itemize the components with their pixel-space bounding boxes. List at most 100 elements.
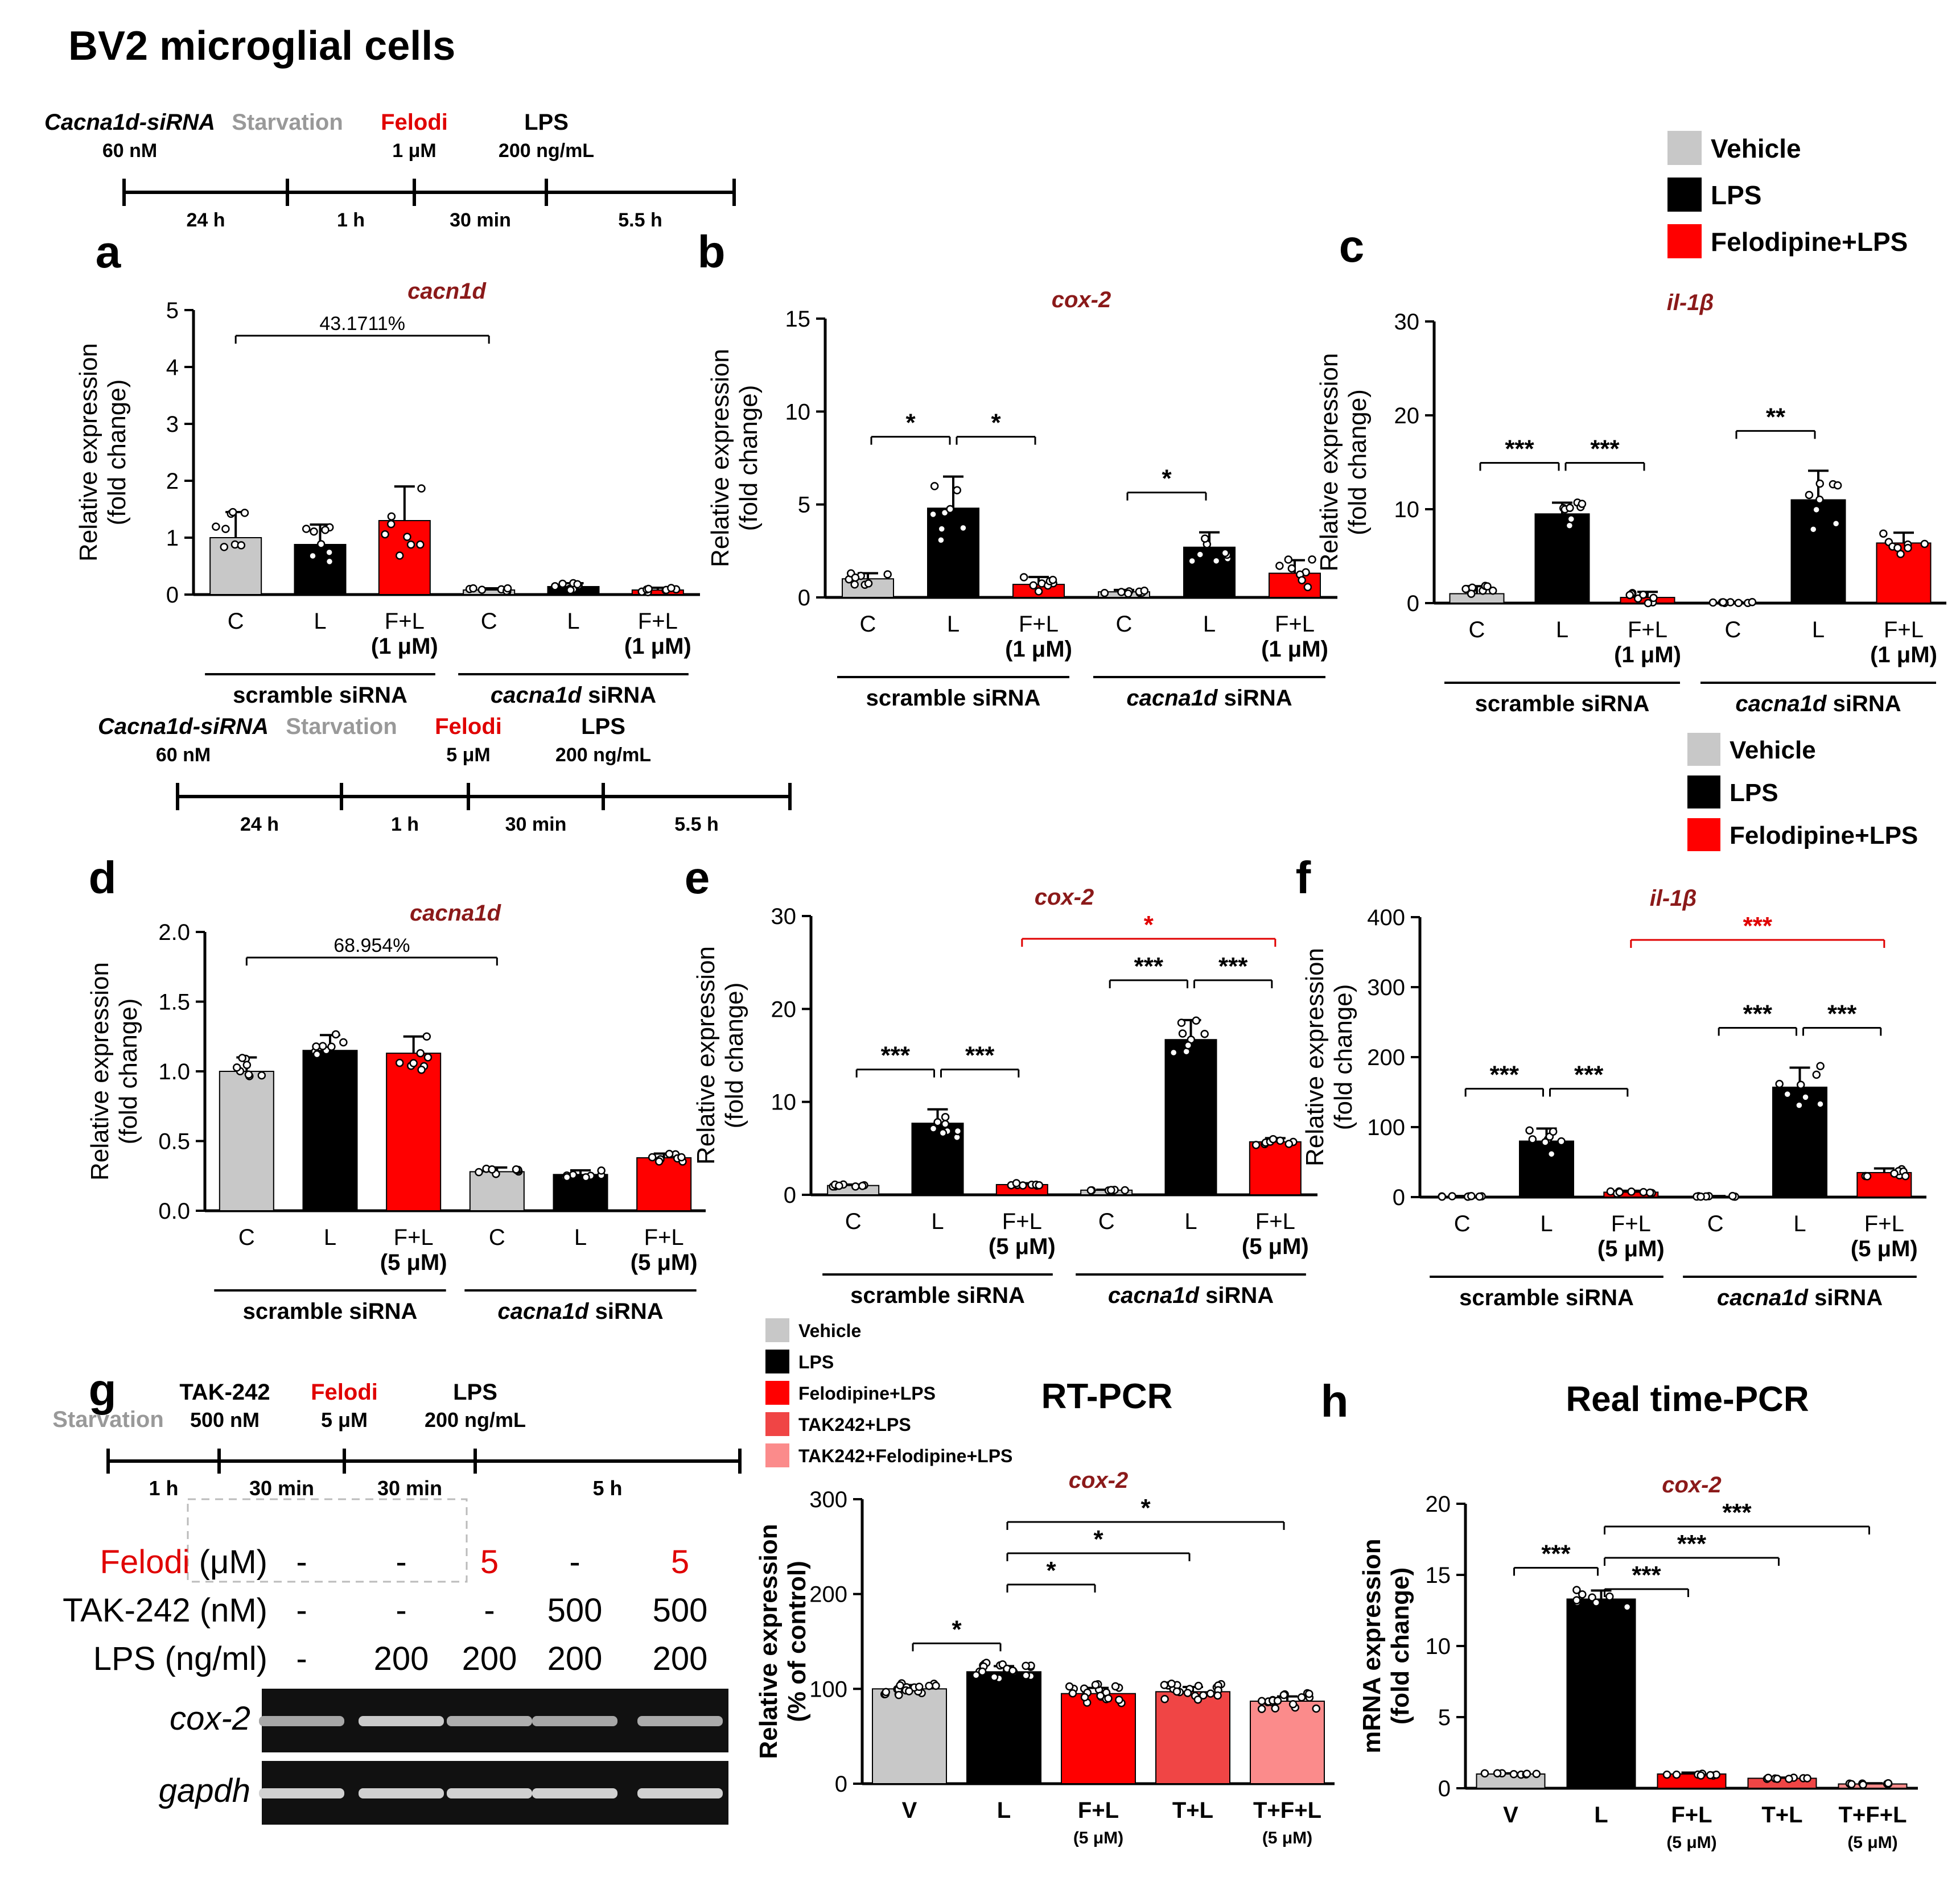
data-point (1019, 1181, 1027, 1190)
group-label: cacna1d siRNA (1735, 691, 1901, 716)
y-axis-label: (fold change) (114, 999, 142, 1145)
significance-label: *** (1722, 1499, 1752, 1527)
data-point (895, 1690, 903, 1699)
timeline-interval: 24 h (240, 814, 279, 835)
panel-letter: a (96, 226, 121, 277)
category-label: V (1503, 1802, 1518, 1828)
y-tick-label: 0 (798, 585, 810, 610)
significance-label: *** (1505, 435, 1534, 463)
y-axis-label: (fold change) (1344, 389, 1372, 535)
category-label: C (228, 609, 244, 634)
data-point (1565, 521, 1574, 530)
data-point (1796, 1080, 1805, 1090)
data-point (312, 1050, 322, 1059)
category-label: F+L (1611, 1211, 1651, 1236)
data-point (1257, 1705, 1266, 1713)
data-point (946, 505, 954, 514)
timeline-step-sub: 5 μM (321, 1408, 368, 1432)
y-tick-label: 2.0 (158, 920, 190, 945)
data-point (1557, 1137, 1566, 1146)
data-point (310, 527, 318, 536)
data-point (1812, 1070, 1821, 1079)
data-point (1065, 1682, 1074, 1691)
gel-band (637, 1716, 723, 1726)
data-point (1805, 490, 1814, 500)
significance-label: * (1140, 1494, 1151, 1522)
data-point (1279, 1690, 1288, 1699)
timeline-interval: 30 min (249, 1476, 314, 1500)
group-label: scramble siRNA (233, 683, 407, 708)
data-point (883, 570, 892, 579)
gel-value: 200 (547, 1640, 603, 1677)
panel-letter: g (89, 1364, 117, 1415)
timeline-step-name: Cacna1d-siRNA (44, 110, 215, 135)
y-tick-label: 300 (809, 1487, 847, 1512)
data-point (1785, 1775, 1793, 1783)
y-axis-label: Relative expression (692, 946, 720, 1165)
chart-h: cox-2 0 5 10 15 20 mRNA expression (fold change… (1358, 1472, 1918, 1852)
bar (386, 1053, 442, 1212)
data-point (1284, 1140, 1294, 1148)
chart-c: il-1β 0 10 20 30 Relative expression (fold cha… (1315, 290, 1946, 716)
y-tick-label: 30 (1394, 310, 1420, 335)
data-point (1475, 1192, 1484, 1201)
data-point (228, 508, 237, 517)
gel-band-label: gapdh (159, 1772, 250, 1809)
category-sublabel: (5 μM) (1847, 1833, 1897, 1852)
y-tick-label: 20 (1394, 403, 1420, 428)
category-label: F+L (1002, 1209, 1042, 1234)
data-point (1029, 581, 1038, 590)
data-point (1831, 519, 1840, 528)
data-point (851, 574, 860, 582)
timeline-step-sub: 200 ng/mL (499, 140, 594, 162)
dashed-box (187, 1498, 468, 1583)
data-point (1728, 1191, 1737, 1201)
y-axis-label: Relative expression (75, 343, 102, 562)
data-point (1719, 598, 1727, 607)
data-point (257, 1071, 266, 1080)
data-point (858, 1182, 867, 1190)
data-point (978, 1667, 987, 1676)
chart-title: cox-2 (1069, 1468, 1129, 1493)
data-point (512, 1165, 521, 1174)
data-point (475, 1168, 483, 1177)
category-label: L (931, 1209, 944, 1234)
data-point (1697, 1771, 1705, 1780)
y-tick-label: 15 (1426, 1563, 1451, 1588)
gel-band (259, 1788, 344, 1798)
chart-title: cacn1d (407, 279, 487, 304)
chart-title: il-1β (1667, 290, 1714, 315)
data-point (1312, 1704, 1320, 1713)
timeline-interval: 30 min (505, 814, 567, 835)
y-tick-label: 0 (1407, 591, 1419, 616)
y-tick-label: 2 (166, 469, 179, 494)
data-point (1833, 481, 1842, 490)
data-point (395, 1058, 404, 1067)
category-label: F+L (1864, 1211, 1904, 1236)
data-point (1297, 1693, 1306, 1702)
timeline-step-name: LPS (453, 1380, 497, 1405)
data-point (423, 1053, 433, 1062)
chart-title: cox-2 (1035, 885, 1094, 910)
chart-a: cacn1d 0 1 2 3 4 5 Relative expression (fold cha… (75, 279, 700, 708)
data-point (937, 525, 946, 533)
y-axis-label: Relative expression (1301, 948, 1329, 1166)
gel-row-label: TAK-242 (nM) (63, 1592, 267, 1629)
data-point (1572, 1586, 1581, 1594)
data-point (1068, 1689, 1077, 1698)
data-point (644, 584, 653, 593)
data-point (597, 1166, 606, 1175)
data-point (1305, 1689, 1313, 1698)
timeline-interval: 30 min (377, 1476, 442, 1500)
data-point (1646, 1188, 1654, 1197)
y-tick-label: 200 (809, 1582, 847, 1607)
category-label: L (1203, 612, 1216, 637)
bar (1790, 499, 1846, 604)
data-point (422, 1032, 431, 1041)
chart-title: cox-2 (1052, 287, 1111, 312)
data-point (381, 530, 389, 539)
data-point (1298, 576, 1306, 584)
y-tick-label: 1.0 (158, 1059, 190, 1084)
timeline-step-name: Felodi (435, 714, 502, 739)
data-point (409, 1059, 418, 1067)
